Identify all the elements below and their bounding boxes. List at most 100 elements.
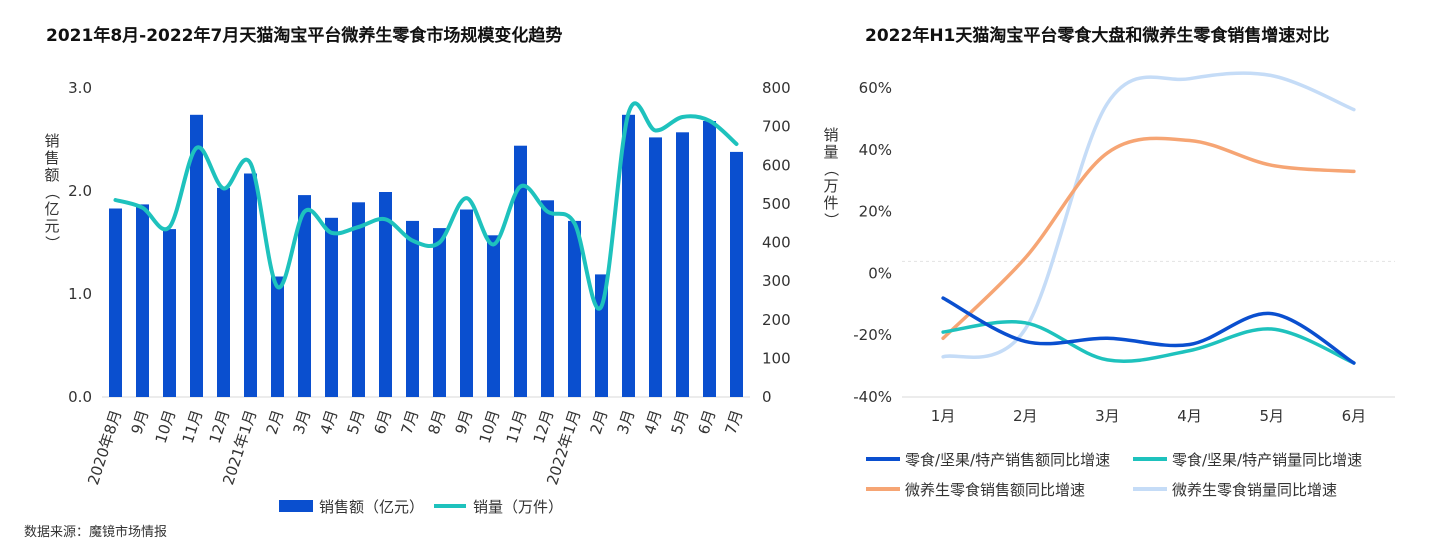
right-chart-y-tick-label: 40% [859, 141, 892, 159]
sales-volume-series-line [113, 101, 739, 311]
x-tick-label: 9月 [128, 408, 153, 437]
sales-amount-bar [298, 195, 311, 397]
legend-label: 零食/坚果/特产销售额同比增速 [905, 451, 1110, 469]
growth-series-line [941, 296, 1356, 365]
sales-amount-bar [163, 229, 176, 397]
growth-series-line [941, 71, 1356, 359]
right-y-tick-label: 200 [762, 311, 791, 329]
x-tick-label: 3月 [614, 408, 639, 437]
right-chart-x-tick-label: 1月 [931, 407, 956, 425]
sales-amount-bar [244, 173, 257, 397]
legend-label: 微养生零食销售额同比增速 [905, 481, 1085, 499]
growth-rate-lines [941, 71, 1356, 365]
growth-series-line [941, 320, 1356, 365]
right-chart-axes: -40% -20% 0% 20% 40% 60% 1月 2月 3月 4月 5月 6月 [853, 79, 1395, 425]
legend-label: 微养生零食销量同比增速 [1172, 481, 1337, 499]
axis-title-char: ） [43, 235, 61, 250]
x-tick-label: 6月 [371, 408, 396, 437]
axis-title-char: 销 [823, 126, 838, 144]
x-tick-label: 6月 [695, 408, 720, 437]
sales-amount-bars [109, 114, 743, 398]
x-tick-label: 9月 [452, 408, 477, 437]
left-y-tick-label: 3.0 [68, 79, 92, 97]
x-tick-label: 2月 [263, 408, 288, 437]
right-y-tick-label: 600 [762, 156, 791, 174]
x-tick-label: 7月 [398, 408, 423, 437]
right-y-tick-label: 700 [762, 118, 791, 136]
axis-title-char: （ [43, 184, 61, 199]
right-chart-legend: 零食/坚果/特产销售额同比增速 零食/坚果/特产销量同比增速微养生零食销售额同比增… [866, 451, 1362, 499]
sales-amount-bar [271, 276, 284, 397]
sales-amount-bar [217, 187, 230, 397]
x-tick-label: 3月 [290, 408, 315, 437]
right-y-tick-label: 400 [762, 234, 791, 252]
x-tick-label: 12月 [530, 408, 558, 446]
sales-amount-bar [568, 220, 581, 397]
right-y-tick-label: 100 [762, 349, 791, 367]
axis-title-char: ） [822, 212, 840, 227]
right-chart-x-tick-label: 5月 [1259, 407, 1284, 425]
growth-series-line [941, 136, 1356, 341]
right-chart-x-tick-label: 3月 [1095, 407, 1120, 425]
right-chart-y-tick-label: 60% [859, 79, 892, 97]
sales-amount-bar [109, 208, 122, 397]
sales-amount-bar [325, 217, 338, 397]
right-chart-y-tick-label: -40% [853, 388, 892, 406]
right-y-tick-label: 0 [762, 388, 772, 406]
sales-amount-bar [676, 132, 689, 398]
sales-amount-bar [514, 145, 527, 397]
legend-label-sales-amount: 销售额（亿元） [319, 498, 424, 516]
axis-title-char: 元 [44, 217, 59, 235]
data-source-note: 数据来源：魔镜市场情报 [24, 524, 167, 540]
axis-title-char: 万 [823, 177, 838, 195]
sales-amount-bar [136, 204, 149, 397]
x-tick-label: 5月 [344, 408, 369, 437]
axis-title-char: 售 [44, 149, 59, 167]
axis-title-char: （ [822, 161, 840, 176]
axis-title-char: 额 [44, 166, 59, 184]
x-tick-label: 10月 [476, 408, 504, 446]
right-chart-y-tick-label: 20% [859, 203, 892, 221]
right-chart-y-tick-label: 0% [868, 264, 892, 282]
right-chart-title: 2022年H1天猫淘宝平台零食大盘和微养生零食销售增速对比 [865, 25, 1329, 46]
sales-amount-bar [541, 200, 554, 397]
legend-swatch-sales-amount [279, 500, 313, 512]
left-y-axis-title: 销售额（亿元） [43, 132, 61, 251]
right-chart-y-tick-label: -20% [853, 326, 892, 344]
x-tick-label: 11月 [503, 408, 531, 446]
x-tick-label: 12月 [206, 408, 234, 446]
axis-title-char: 量 [823, 143, 838, 161]
sales-amount-bar [190, 114, 203, 398]
left-y-tick-label: 1.0 [68, 285, 92, 303]
x-tick-label: 4月 [317, 408, 342, 437]
right-y-tick-label: 500 [762, 195, 791, 213]
legend-label-sales-volume: 销量（万件） [473, 498, 563, 516]
right-y-tick-label: 300 [762, 272, 791, 290]
right-chart-x-tick-label: 6月 [1342, 407, 1367, 425]
x-tick-label: 10月 [152, 408, 180, 446]
x-tick-label: 4月 [641, 408, 666, 437]
sales-amount-bar [352, 202, 365, 397]
legend-label: 零食/坚果/特产销量同比增速 [1172, 451, 1362, 469]
left-chart-axes: 0.0 1.0 2.0 3.0 0 100 200 300 400 500 600 700 800 销售额… [43, 79, 840, 406]
x-tick-label: 2020年8月 [84, 408, 125, 487]
left-chart-legend: 销售额（亿元） 销量（万件） [279, 498, 563, 516]
sales-amount-bar [595, 274, 608, 397]
x-tick-label: 2月 [587, 408, 612, 437]
sales-amount-bar [703, 121, 716, 397]
sales-amount-bar [730, 151, 743, 397]
right-y-tick-label: 800 [762, 79, 791, 97]
x-tick-label: 8月 [425, 408, 450, 437]
sales-amount-bar [406, 220, 419, 397]
sales-amount-bar [460, 209, 473, 397]
right-y-axis-title: 销量（万件） [822, 126, 840, 228]
sales-amount-bar [433, 228, 446, 397]
left-y-tick-label: 0.0 [68, 388, 92, 406]
right-chart-x-tick-label: 4月 [1177, 407, 1202, 425]
axis-title-char: 销 [44, 132, 59, 150]
right-chart-x-tick-label: 2月 [1013, 407, 1038, 425]
x-tick-label: 11月 [179, 408, 207, 446]
sales-amount-bar [487, 235, 500, 397]
